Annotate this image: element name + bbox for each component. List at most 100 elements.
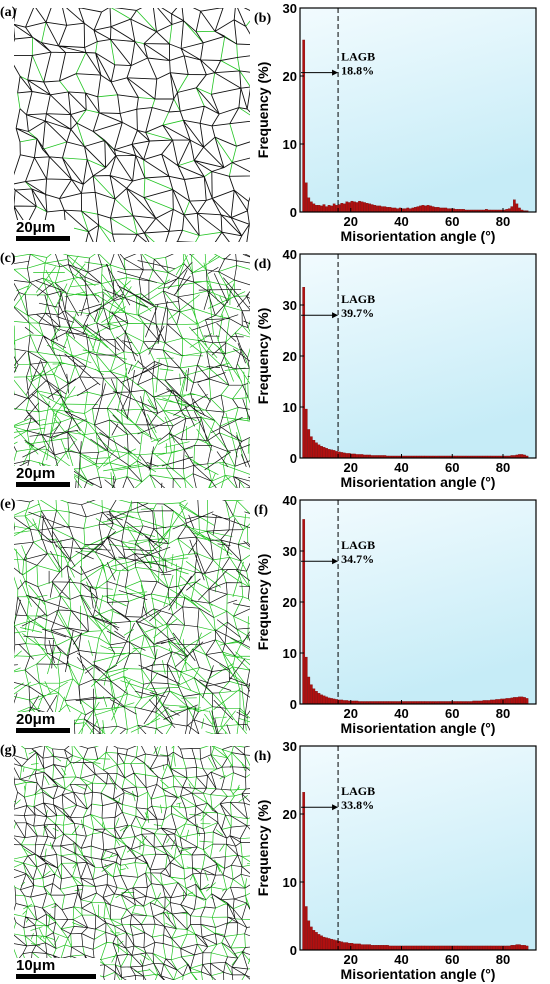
- histogram-bar: [304, 906, 308, 951]
- histogram-bar: [307, 920, 311, 951]
- histogram-bar: [375, 945, 379, 951]
- histogram-bar: [505, 945, 509, 951]
- chart-panel-label: (d): [254, 257, 271, 272]
- histogram-bar: [307, 197, 311, 213]
- x-tick-label: 80: [496, 706, 510, 721]
- histogram-bar: [472, 945, 476, 951]
- histogram-bar: [411, 207, 415, 213]
- hagb-boundaries: [14, 8, 250, 242]
- histogram-bar: [327, 938, 331, 951]
- histogram-bar: [500, 698, 503, 705]
- histogram-bar: [507, 698, 511, 705]
- y-tick-label: 10: [283, 875, 297, 890]
- hagb-boundaries: [14, 500, 250, 734]
- histogram-bar: [513, 199, 516, 213]
- x-tick-label: 60: [445, 706, 459, 721]
- histogram-bar: [370, 204, 374, 213]
- histogram-bar: [398, 207, 402, 213]
- histogram-bar: [365, 203, 369, 213]
- histogram-bar: [322, 204, 326, 213]
- histogram-bar: [429, 945, 432, 951]
- scale-bar-line: [16, 482, 70, 487]
- histogram-bar: [388, 945, 392, 951]
- histogram-bar: [345, 201, 349, 213]
- plot-area: [300, 500, 536, 704]
- histogram-bar: [396, 945, 399, 951]
- plot-area: [300, 254, 536, 458]
- histogram-bar: [419, 205, 422, 213]
- chart-panel-label: (h): [254, 749, 271, 764]
- histogram-bar: [368, 944, 372, 951]
- histogram-bar: [391, 207, 394, 213]
- x-tick-label: 20: [344, 460, 358, 475]
- histogram-bar: [477, 945, 481, 951]
- histogram-bar: [317, 934, 321, 951]
- histogram-bar: [332, 939, 336, 951]
- histogram-bar: [414, 207, 417, 213]
- lagb-value: 34.7%: [341, 552, 374, 566]
- lagb-label: LAGB: [341, 784, 375, 798]
- lagb-label: LAGB: [341, 50, 375, 64]
- histogram-bar: [495, 945, 498, 951]
- x-tick-label: 60: [445, 214, 459, 229]
- histogram-bar: [520, 945, 524, 951]
- histogram-bar: [525, 698, 529, 705]
- histogram-bar: [441, 945, 445, 951]
- histogram-bar: [348, 453, 351, 459]
- panel-row: 20μm (e) LAGB 34.7% 0 10 20 30 40 20 40 60 80 Misor…: [0, 492, 550, 738]
- histogram-bar: [360, 944, 364, 951]
- lagb-arrowhead: [332, 558, 339, 565]
- histogram-bar: [518, 696, 521, 705]
- scale-bar: 20μm: [14, 466, 74, 488]
- histogram-bar: [381, 945, 384, 951]
- histogram-bar: [487, 945, 491, 951]
- histogram-bar: [403, 945, 407, 951]
- histogram-bar: [312, 439, 316, 459]
- histogram-bar: [322, 695, 326, 705]
- misorientation-chart: LAGB 39.7% 0 10 20 30 40 20 40 60 80 Misorientation…: [252, 246, 550, 492]
- histogram-bar: [406, 207, 410, 213]
- lagb-arrowhead: [332, 804, 339, 811]
- y-tick-label: 0: [290, 451, 297, 466]
- histogram-bar: [342, 203, 346, 213]
- x-tick-label: 40: [394, 952, 408, 967]
- lagb-boundaries: [14, 746, 250, 980]
- scale-bar: 10μm: [14, 958, 100, 980]
- y-axis-title: Frequency (%): [255, 554, 271, 650]
- hagb-boundaries: [14, 254, 250, 488]
- lagb-boundaries: [17, 8, 250, 242]
- histogram-bar: [348, 943, 351, 951]
- histogram-bar: [510, 206, 514, 213]
- histogram-bar: [515, 697, 519, 705]
- lagb-label: LAGB: [341, 292, 375, 306]
- plot-frame: [299, 7, 537, 213]
- histogram-bar: [335, 451, 339, 459]
- histogram-bar: [429, 205, 432, 213]
- map-panel-label: (g): [0, 743, 17, 758]
- histogram-bar: [469, 945, 473, 951]
- misorientation-chart: LAGB 33.8% 0 10 20 30 20 40 60 80 Misorientation a…: [252, 738, 550, 984]
- scale-bar-label: 10μm: [16, 957, 56, 974]
- chart-panel-label: (f): [254, 503, 268, 518]
- histogram-bar: [391, 945, 394, 951]
- histogram-bar: [327, 697, 331, 705]
- map-panel-label: (a): [0, 5, 17, 20]
- histogram-bar: [416, 945, 420, 951]
- histogram-bar: [322, 447, 326, 459]
- histogram-bar: [414, 945, 417, 951]
- grain-map-svg: [14, 8, 250, 242]
- y-tick-label: 40: [283, 493, 297, 508]
- histogram-bar: [317, 693, 321, 705]
- panel-row: 10μm (g) LAGB 33.8% 0 10 20 30 20 40 60 80 Misorie…: [0, 738, 550, 984]
- y-tick-label: 20: [283, 69, 297, 84]
- histogram-bar: [497, 699, 501, 705]
- x-tick-label: 80: [496, 214, 510, 229]
- histogram-bar: [507, 945, 511, 951]
- histogram-bar: [436, 207, 440, 213]
- histogram-bar: [388, 207, 392, 213]
- y-tick-label: 10: [283, 400, 297, 415]
- misorientation-chart: LAGB 34.7% 0 10 20 30 40 20 40 60 80 Misorientation…: [252, 492, 550, 738]
- map-panel-label: (e): [0, 497, 16, 512]
- lagb-arrowhead: [332, 69, 339, 76]
